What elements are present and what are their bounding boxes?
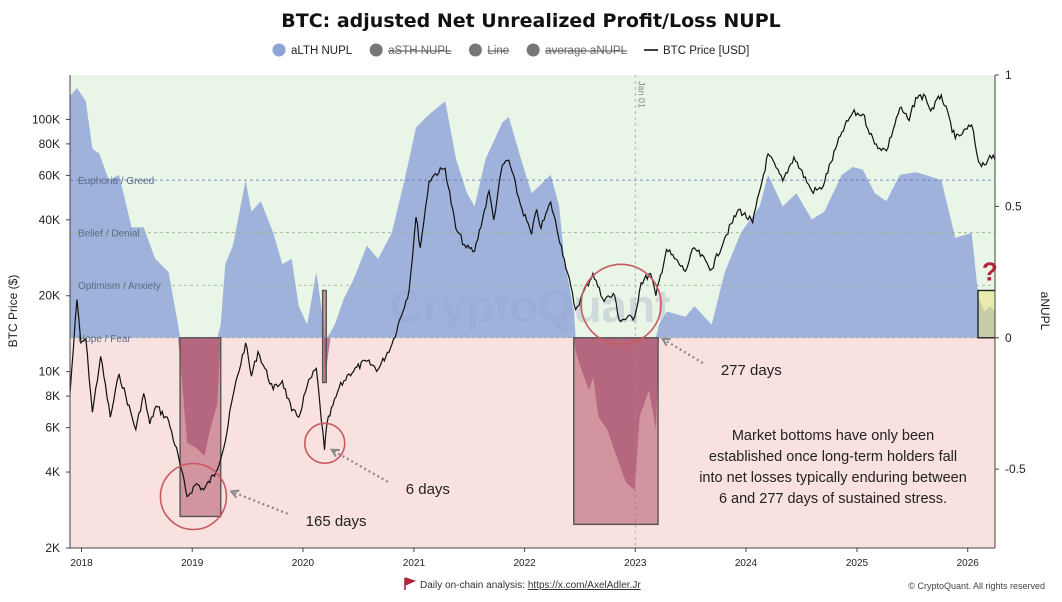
y-left-tick-label: 4K	[45, 465, 60, 479]
footer: Daily on-chain analysis: https://x.com/A…	[404, 577, 1045, 591]
annotation-arrow	[331, 448, 389, 483]
x-tick-label: 2018	[70, 558, 93, 569]
x-tick-label: 2019	[181, 558, 204, 569]
legend-label: aLTH NUPL	[291, 45, 353, 57]
legend-swatch	[526, 43, 540, 57]
question-mark: ?	[982, 256, 998, 286]
annotations-layer: Jan 01 165 days 6 days 277 days? Market bott…	[159, 81, 998, 531]
zone-label: Optimism / Anxiety	[78, 281, 161, 292]
legend-item[interactable]: BTC Price [USD]	[644, 45, 749, 57]
vline-label: Jan 01	[636, 81, 646, 108]
y-right-tick-label: 1	[1005, 68, 1012, 82]
stress-highlight-box	[573, 337, 659, 526]
note-line: 6 and 277 days of sustained stress.	[719, 491, 947, 507]
arrow-head	[229, 489, 240, 499]
legend-item[interactable]: aSTH NUPL	[369, 43, 452, 58]
chart-title: BTC: adjusted Net Unrealized Profit/Loss…	[281, 10, 780, 32]
y-left-tick-label: 6K	[45, 421, 60, 435]
legend-swatch	[272, 43, 286, 57]
flag-icon	[404, 577, 417, 590]
annotation-label: 277 days	[721, 362, 782, 379]
note-line: Market bottoms have only been	[732, 428, 934, 444]
y-axis-right-label: aNUPL	[1038, 292, 1052, 331]
y-left-tick-label: 60K	[39, 168, 60, 182]
zone-label: Belief / Denial	[78, 229, 140, 240]
alth-nupl-area-positive	[70, 88, 995, 338]
legend-label: aSTH NUPL	[388, 45, 452, 57]
zone-label: Euphoria / Greed	[78, 176, 154, 187]
highlight-circle	[159, 462, 228, 531]
axes: 2K 4K 6K 8K 10K 20K 40K 60K 80K 100K 1 0.5 0 -0.5 2018…	[32, 68, 1026, 569]
legend-swatch	[468, 43, 482, 57]
y-left-tick-label: 10K	[39, 365, 60, 379]
legend-item[interactable]: aLTH NUPL	[272, 43, 353, 58]
y-left-tick-label: 100K	[32, 112, 60, 126]
note-line: established once long-term holders fall	[709, 449, 957, 465]
y-right-tick-label: 0.5	[1005, 199, 1022, 213]
zone-label: Hope / Fear	[78, 334, 131, 345]
x-tick-label: 2023	[624, 558, 647, 569]
y-left-tick-label: 20K	[39, 289, 60, 303]
arrow-head	[660, 337, 671, 347]
current-highlight-box	[977, 289, 995, 339]
legend-label: average aNUPL	[545, 45, 627, 57]
y-left-tick-label: 8K	[45, 389, 60, 403]
note-line: into net losses typically enduring betwe…	[699, 470, 967, 486]
x-tick-label: 2025	[846, 558, 869, 569]
x-tick-label: 2021	[403, 558, 426, 569]
stress-highlight-box	[179, 337, 222, 518]
legend-item[interactable]: Line	[468, 43, 509, 58]
y-axis-left-label: BTC Price ($)	[6, 275, 20, 348]
stress-highlight-box	[321, 289, 327, 384]
highlight-circle	[580, 263, 662, 346]
footer-left-text: Daily on-chain analysis:	[420, 580, 528, 591]
legend: aLTH NUPL aSTH NUPL Line average aNUPL BTC P…	[272, 43, 749, 58]
highlight-circle	[303, 422, 346, 465]
negative-zone-bg	[70, 337, 995, 548]
legend-item[interactable]: average aNUPL	[526, 43, 628, 58]
legend-swatch	[369, 43, 383, 57]
footer-copyright: © CryptoQuant. All rights reserved	[908, 581, 1045, 591]
y-left-tick-label: 80K	[39, 137, 60, 151]
y-left-tick-label: 2K	[45, 541, 60, 555]
annotation-label: 6 days	[406, 481, 450, 498]
annotation-label: 165 days	[306, 513, 367, 530]
x-tick-label: 2022	[513, 558, 536, 569]
annotation-arrow	[230, 490, 289, 515]
footer-link[interactable]: https://x.com/AxelAdler.Jr	[528, 580, 641, 591]
y-right-tick-label: -0.5	[1005, 462, 1026, 476]
x-tick-label: 2020	[292, 558, 315, 569]
x-tick-label: 2026	[957, 558, 980, 569]
y-right-tick-label: 0	[1005, 331, 1012, 345]
legend-label: Line	[487, 45, 509, 57]
legend-label: BTC Price [USD]	[663, 45, 749, 57]
x-tick-label: 2024	[735, 558, 758, 569]
btc-price-line	[70, 92, 995, 498]
arrow-head	[329, 448, 340, 458]
y-left-tick-label: 40K	[39, 213, 60, 227]
svg-text:Daily on-chain analysis: https: Daily on-chain analysis: https://x.com/A…	[420, 580, 641, 591]
